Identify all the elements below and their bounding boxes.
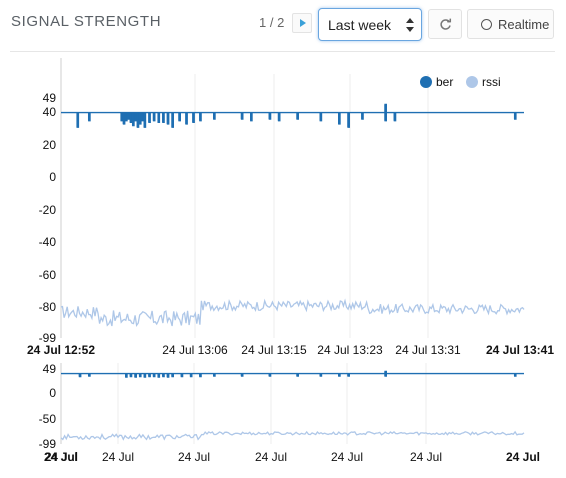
realtime-button[interactable]: Realtime [467,9,554,39]
x-tick-label: 24 Jul 12:52 [27,343,95,357]
legend-marker-ber [420,76,432,88]
x-tick-label: 24 Jul 13:15 [241,343,307,357]
rssi-series-line [60,298,525,327]
y-tick-label: -80 [39,300,57,314]
x-tick-label: 24 Jul 13:31 [395,343,461,357]
y-tick-label: -20 [39,203,57,217]
y-tick-label: 40 [43,105,57,119]
x-tick-label: 24 Jul [45,450,77,464]
chart-legend: ber rssi [420,75,501,89]
refresh-button[interactable] [428,9,462,39]
legend-marker-rssi [466,76,478,88]
header-divider [10,51,555,52]
y-tick-label: 49 [43,362,57,376]
x-tick-label: 24 Jul 13:06 [162,343,228,357]
realtime-label: Realtime [498,17,550,32]
y-tick-label: -99 [39,437,57,451]
y-tick-label: 49 [43,91,57,105]
refresh-icon [440,18,452,30]
period-select-value: Last week [328,17,392,33]
x-tick-label: 24 Jul [331,450,363,464]
x-tick-label: 24 Jul 13:41 [486,343,554,357]
pager-text: 1 / 2 [259,15,285,30]
x-tick-label: 24 Jul [410,450,442,464]
y-tick-label: 20 [43,138,57,152]
page-title: SIGNAL STRENGTH [11,13,162,30]
next-page-button[interactable] [292,13,312,33]
realtime-circle-icon [481,19,492,30]
x-tick-label: 24 Jul [102,450,134,464]
rssi-series-line [60,430,525,441]
y-tick-label: 0 [49,170,56,184]
x-tick-label: 24 Jul [506,450,540,464]
y-tick-label: 0 [49,386,56,400]
x-tick-label: 24 Jul [255,450,287,464]
period-select[interactable]: Last week [318,8,422,41]
x-tick-label: 24 Jul [44,450,78,464]
select-arrows-icon [406,18,414,32]
x-tick-label: 24 Jul [178,450,210,464]
x-tick-label: 24 Jul 13:23 [317,343,383,357]
legend-label-ber: ber [436,75,453,89]
y-tick-label: -99 [39,331,57,345]
y-tick-label: -60 [39,268,57,282]
y-tick-label: -50 [39,412,57,426]
y-tick-label: -40 [39,235,57,249]
legend-label-rssi: rssi [482,75,501,89]
